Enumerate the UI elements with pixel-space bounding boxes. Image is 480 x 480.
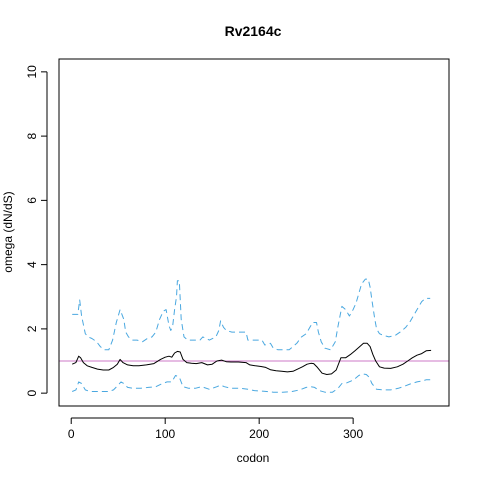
y-axis-label: omega (dN/dS) bbox=[1, 191, 15, 272]
y-tick-label: 10 bbox=[25, 65, 39, 79]
x-tick-label: 200 bbox=[249, 427, 269, 441]
y-tick-label: 6 bbox=[25, 197, 39, 204]
series-line-upper bbox=[72, 278, 431, 351]
plot-frame bbox=[58, 58, 450, 407]
x-tick-label: 100 bbox=[155, 427, 175, 441]
y-tick-label: 0 bbox=[25, 389, 39, 396]
x-axis-label: codon bbox=[237, 451, 270, 465]
series-line-lower bbox=[72, 373, 431, 393]
x-tick-label: 300 bbox=[343, 427, 363, 441]
y-axis: 0 2 4 6 8 10 bbox=[25, 65, 48, 396]
x-tick-label: 0 bbox=[68, 427, 75, 441]
x-axis: 0 100 200 300 bbox=[68, 417, 363, 441]
y-tick-label: 4 bbox=[25, 261, 39, 268]
chart-title: Rv2164c bbox=[225, 23, 282, 39]
plot-area bbox=[59, 278, 449, 393]
y-tick-label: 2 bbox=[25, 325, 39, 332]
series-line-estimate bbox=[72, 342, 432, 375]
y-tick-label: 8 bbox=[25, 132, 39, 139]
